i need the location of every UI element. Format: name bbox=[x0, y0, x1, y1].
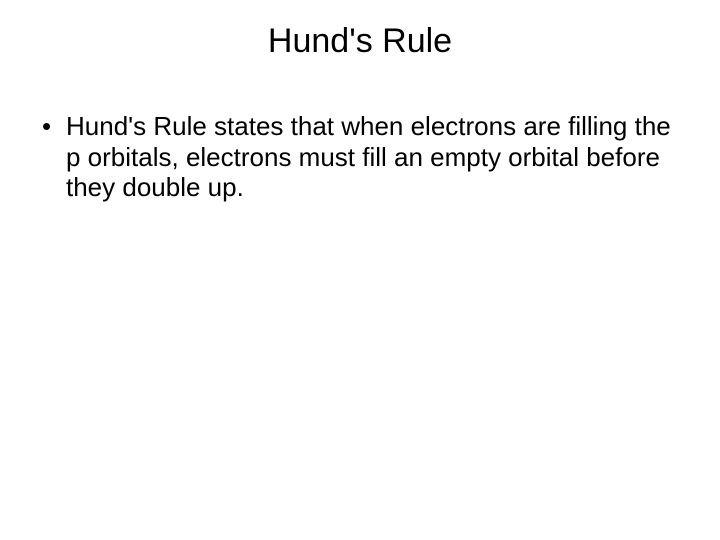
slide-body: Hund's Rule states that when electrons a… bbox=[0, 61, 720, 203]
slide-title: Hund's Rule bbox=[0, 0, 720, 61]
bullet-list: Hund's Rule states that when electrons a… bbox=[36, 111, 684, 203]
slide: Hund's Rule Hund's Rule states that when… bbox=[0, 0, 720, 540]
bullet-item: Hund's Rule states that when electrons a… bbox=[36, 111, 684, 203]
